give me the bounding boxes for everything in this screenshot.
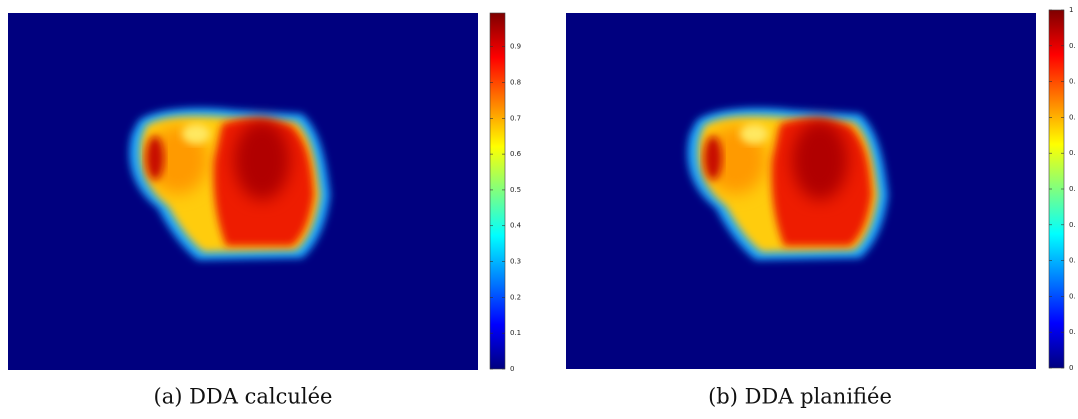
heatmap-a [8, 13, 478, 370]
tick-label: 0. [1069, 221, 1076, 229]
tick-label: 0.8 [510, 78, 521, 86]
heatmap-b [566, 13, 1036, 369]
tick-label: 0. [1069, 113, 1076, 121]
tick-label: 1 [1069, 6, 1073, 14]
tick-label: 0. [1069, 42, 1076, 50]
caption: (b) DDA planifiée [708, 385, 892, 409]
tick-label: 0 [1069, 364, 1073, 372]
tick-label: 0. [1069, 292, 1076, 300]
tick-label: 0.7 [510, 114, 521, 122]
tick-label: 0.3 [510, 258, 521, 266]
tick-label: 0. [1069, 185, 1076, 193]
tick-label: 0. [1069, 78, 1076, 86]
tick-label: 0. [1069, 149, 1076, 157]
tick-label: 0.2 [510, 293, 521, 301]
tick-label: 0.1 [510, 329, 521, 337]
tick-label: 0.4 [510, 222, 522, 230]
tick-label: 0.9 [510, 43, 521, 51]
tick-label: 0 [510, 365, 514, 373]
tick-label: 0.6 [510, 150, 522, 158]
tick-label: 0. [1069, 328, 1076, 336]
caption: (a) DDA calculée [154, 385, 333, 409]
tick-label: 0. [1069, 257, 1076, 265]
tick-label: 0.5 [510, 186, 521, 194]
colorbar [489, 12, 506, 370]
